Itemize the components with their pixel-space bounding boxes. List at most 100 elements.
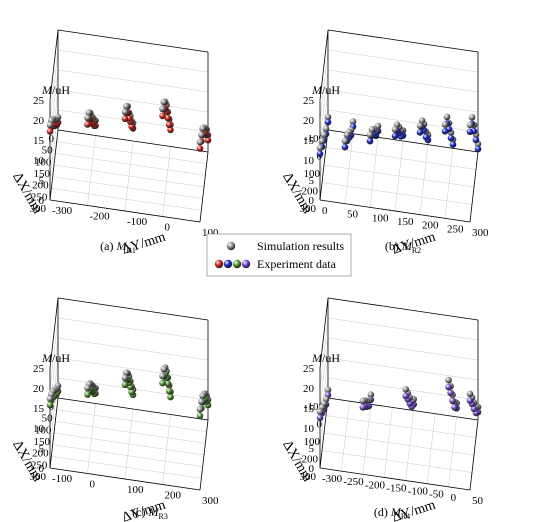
experiment-point [472,136,480,144]
experiment-point [128,388,135,396]
z-tick-label: 0 [39,195,45,207]
simulation-point [123,369,130,377]
x-tick-label: 200 [302,186,319,198]
x-tick-label: 100 [35,156,52,168]
x-tick-label: 200 [302,454,319,466]
caption-a: (a) MR1 [100,239,136,255]
x-tick-label: 300 [30,203,47,215]
floor-grid-x [325,415,477,438]
x-tick-label: 100 [35,424,52,436]
y-tick-label: 100 [372,212,389,224]
axis-edge [49,297,59,369]
axis-edge [57,29,209,53]
y-tick-label: -50 [429,489,444,501]
experiment-point [447,134,455,142]
x-tick-label: 150 [34,168,51,180]
x-tick-label: 250 [31,459,48,471]
simulation-point [84,384,91,392]
simulation-point [341,137,349,145]
experiment-point [324,118,332,126]
z-tick-label: 20 [33,383,45,395]
x-tick-label: 0 [317,419,323,431]
simulation-point [443,113,451,121]
axis-edge [199,419,209,491]
simulation-point [391,126,399,133]
caption-c: (c) MR3 [132,505,168,521]
simulation-point [196,405,204,413]
axis-edge [49,199,201,223]
experiment-point [441,128,449,135]
simulation-point [359,397,367,405]
z-tick-label: 10 [33,423,45,435]
experiment-point [46,401,54,409]
axis-edge [327,29,479,53]
experiment-point [422,133,430,141]
axis-edge [49,467,201,491]
axis-edge [327,297,479,321]
experiment-point [449,141,457,148]
simulation-point [320,131,328,139]
experiment-point [359,403,367,411]
z-tick-label: 5 [39,175,45,187]
simulation-point [468,113,476,121]
experiment-point [366,137,374,145]
floor-grid-y [419,144,429,215]
x-tick-label: 0 [49,133,55,145]
wall-grid-z [319,317,479,389]
floor-grid-y [344,133,354,204]
floor-grid-y [341,401,350,472]
experiment-point [402,392,410,400]
z-tick-label: 0 [39,463,45,475]
experiment-point [159,379,166,387]
x-tick-label: 100 [304,436,321,448]
experiment-point [196,145,204,152]
x-tick-label: 150 [34,436,51,448]
axis-edge [57,129,209,153]
simulation-point [198,131,205,139]
z-tick-label: 25 [33,363,45,375]
legend: Simulation results Experiment data [206,233,352,277]
experiment-point [167,393,174,401]
experiment-point [474,145,482,153]
axis-edge [319,467,471,491]
z-tick-label: 5 [309,175,315,187]
experiment-point [159,112,166,120]
z-tick-label: 5 [39,443,45,455]
z-tick-label: 15 [33,135,45,147]
experiment-point [46,128,54,135]
simulation-point [445,376,452,384]
experiment-point [84,391,91,398]
panel-b: 0510152025-10001002003000501001502002503… [279,29,489,258]
axis-edge [319,29,329,101]
simulation-point [416,122,424,130]
y-tick-label: -100 [408,486,429,498]
floor-grid-x [323,432,475,456]
experiment-point [164,380,172,387]
caption-b: (b) MR2 [385,239,421,255]
legend-experiment-marker-green [232,259,242,269]
simulation-point [198,398,205,406]
simulation-point [318,137,326,145]
simulation-point [121,374,129,382]
floor-grid-y [384,407,393,478]
y-tick-label: 300 [472,227,489,239]
axis-edge [49,29,59,101]
y-tick-label: 100 [127,484,144,496]
z-tick-label: 10 [303,423,315,435]
simulation-point [324,113,332,121]
caption-d: (d) MR4 [374,505,410,521]
floor-grid-y [87,403,96,474]
simulation-point [159,372,166,380]
experiment-point [164,114,172,122]
x-tick-label: 100 [304,168,321,180]
simulation-point [367,391,375,398]
y-tick-label: 50 [347,209,359,221]
z-tick-label: 0 [309,195,315,207]
simulation-point [343,131,351,139]
simulation-point [466,121,474,129]
floor-grid-y [162,414,171,485]
y-tick-label: -200 [365,479,386,491]
experiment-point [84,121,91,128]
floor-grid-y [87,135,96,206]
